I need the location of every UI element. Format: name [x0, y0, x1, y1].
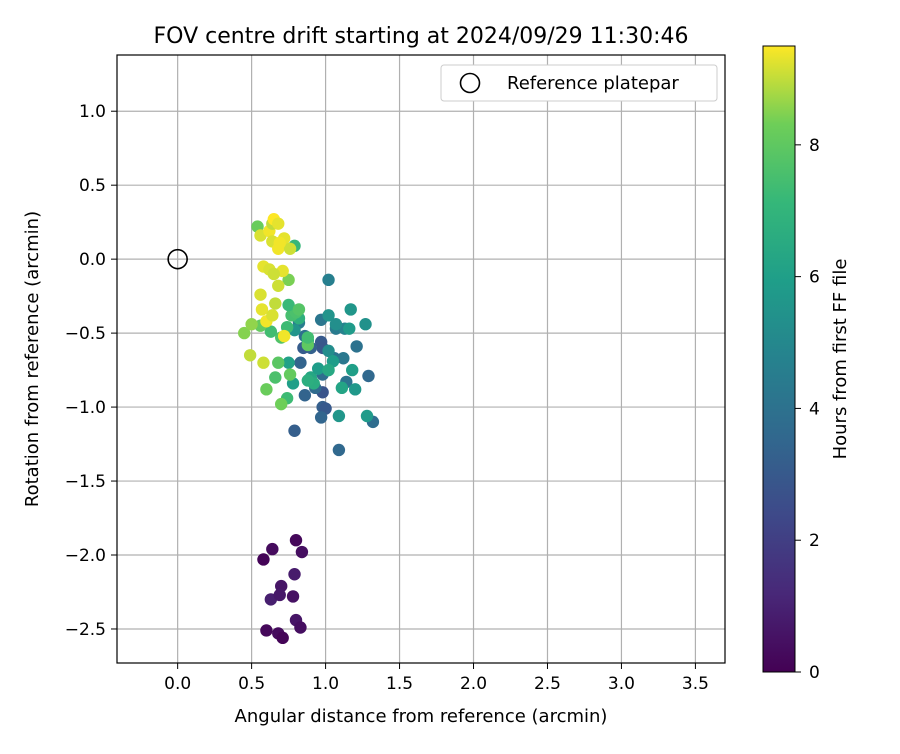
data-point	[272, 217, 285, 230]
data-point	[245, 318, 258, 331]
data-point	[332, 443, 346, 457]
data-point	[257, 553, 270, 566]
plot-frame	[116, 54, 726, 664]
data-point	[322, 344, 335, 358]
data-point	[288, 424, 301, 437]
data-point	[346, 363, 359, 377]
x-tick-label: 2.0	[460, 674, 487, 694]
colorbar: 0 2 4 6 8 Hours from first FF file	[762, 45, 851, 683]
reference-marker-layer	[167, 248, 188, 270]
y-tick-label: −1.0	[65, 398, 106, 418]
colorbar-label: Hours from first FF file	[830, 259, 851, 460]
data-point	[264, 325, 278, 338]
data-point	[322, 363, 335, 377]
colorbar-tick-label: 6	[809, 268, 820, 288]
data-point	[348, 383, 362, 396]
data-point	[329, 318, 343, 331]
y-axis-ticks: 1.0 0.5 0.0 −0.5 −1.0 −1.5 −2.0 −2.5	[65, 102, 117, 640]
data-point	[332, 409, 346, 423]
data-point	[283, 368, 297, 381]
data-point	[273, 588, 286, 602]
colorbar-tick-label: 8	[809, 136, 820, 156]
data-point	[311, 362, 325, 375]
data-point	[269, 297, 282, 310]
data-point	[298, 389, 312, 402]
data-point	[277, 329, 291, 343]
data-point	[286, 590, 300, 603]
data-point	[269, 371, 282, 384]
x-tick-label: 1.0	[312, 674, 339, 694]
data-point	[238, 326, 251, 340]
data-point	[289, 534, 303, 547]
y-axis-label: Rotation from reference (arcmin)	[22, 211, 43, 507]
colorbar-tick-label: 2	[809, 531, 820, 551]
y-tick-label: −2.5	[65, 620, 106, 640]
colorbar-ticks: 0 2 4 6 8	[795, 136, 820, 683]
data-point	[359, 318, 372, 331]
x-axis-ticks: 0.0 0.5 1.0 1.5 2.0 2.5 3.0 3.5	[164, 663, 709, 694]
chart-title: FOV centre drift starting at 2024/09/29 …	[154, 24, 689, 49]
x-tick-label: 1.5	[386, 674, 413, 694]
y-tick-label: −2.0	[65, 546, 106, 566]
legend-marker-icon	[459, 72, 481, 94]
data-point	[322, 309, 335, 322]
y-tick-label: 0.0	[79, 250, 106, 270]
x-axis-label: Angular distance from reference (arcmin)	[235, 706, 608, 727]
data-point	[276, 631, 289, 645]
colorbar-tick-label: 0	[809, 663, 820, 683]
data-point	[301, 331, 315, 344]
data-point	[294, 621, 307, 634]
x-tick-label: 3.5	[682, 674, 709, 694]
data-point	[243, 349, 257, 362]
data-points	[238, 213, 380, 645]
data-point	[273, 236, 286, 250]
data-point	[322, 273, 335, 287]
legend: Reference platepar	[440, 64, 718, 102]
data-point	[254, 288, 267, 301]
data-point	[266, 309, 279, 322]
data-point	[314, 411, 328, 424]
data-point	[260, 624, 273, 637]
y-tick-label: 1.0	[79, 102, 106, 122]
data-point	[267, 267, 281, 281]
y-tick-label: 0.5	[79, 176, 106, 196]
colorbar-gradient	[762, 45, 796, 673]
data-point	[257, 356, 270, 369]
x-tick-label: 3.0	[608, 674, 635, 694]
legend-box	[440, 64, 718, 102]
data-point	[266, 542, 279, 556]
data-point	[260, 383, 273, 396]
x-tick-label: 0.0	[164, 674, 191, 694]
data-point	[344, 303, 357, 316]
data-point	[292, 303, 306, 316]
data-point	[362, 369, 375, 383]
x-tick-label: 2.5	[534, 674, 561, 694]
data-point	[360, 409, 374, 423]
reference-platepar-marker	[167, 248, 188, 270]
data-point	[295, 545, 309, 559]
data-point	[350, 340, 363, 353]
x-tick-label: 0.5	[238, 674, 265, 694]
data-point	[282, 356, 295, 369]
y-tick-label: −0.5	[65, 324, 106, 344]
colorbar-tick-label: 4	[809, 399, 820, 419]
grid-lines	[117, 55, 725, 663]
data-point	[294, 356, 307, 369]
data-point	[283, 242, 297, 255]
data-point	[301, 374, 315, 387]
data-point	[272, 279, 285, 292]
legend-label: Reference platepar	[507, 73, 679, 94]
data-point	[282, 298, 295, 312]
y-tick-label: −1.5	[65, 472, 106, 492]
data-point	[272, 356, 285, 369]
data-point	[282, 273, 295, 287]
data-point	[343, 322, 356, 335]
data-point	[288, 568, 301, 581]
data-point	[275, 397, 288, 411]
data-point	[255, 303, 269, 316]
data-point	[337, 352, 350, 365]
data-point	[335, 381, 349, 395]
